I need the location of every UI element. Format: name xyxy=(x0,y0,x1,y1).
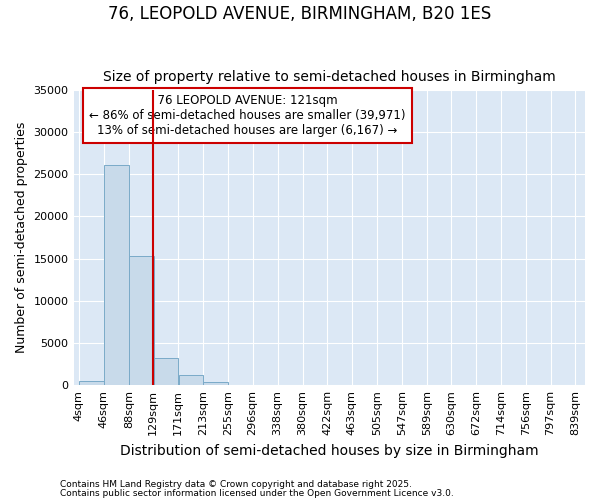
X-axis label: Distribution of semi-detached houses by size in Birmingham: Distribution of semi-detached houses by … xyxy=(120,444,539,458)
Text: 76 LEOPOLD AVENUE: 121sqm  
← 86% of semi-detached houses are smaller (39,971)
1: 76 LEOPOLD AVENUE: 121sqm ← 86% of semi-… xyxy=(89,94,406,138)
Text: Contains HM Land Registry data © Crown copyright and database right 2025.: Contains HM Land Registry data © Crown c… xyxy=(60,480,412,489)
Text: 76, LEOPOLD AVENUE, BIRMINGHAM, B20 1ES: 76, LEOPOLD AVENUE, BIRMINGHAM, B20 1ES xyxy=(109,5,491,23)
Bar xyxy=(129,256,154,385)
Bar xyxy=(79,381,104,385)
Y-axis label: Number of semi-detached properties: Number of semi-detached properties xyxy=(15,122,28,353)
Title: Size of property relative to semi-detached houses in Birmingham: Size of property relative to semi-detach… xyxy=(103,70,556,85)
Text: Contains public sector information licensed under the Open Government Licence v3: Contains public sector information licen… xyxy=(60,488,454,498)
Bar xyxy=(104,165,128,385)
Bar xyxy=(203,382,228,385)
Bar xyxy=(154,358,178,385)
Bar xyxy=(179,375,203,385)
